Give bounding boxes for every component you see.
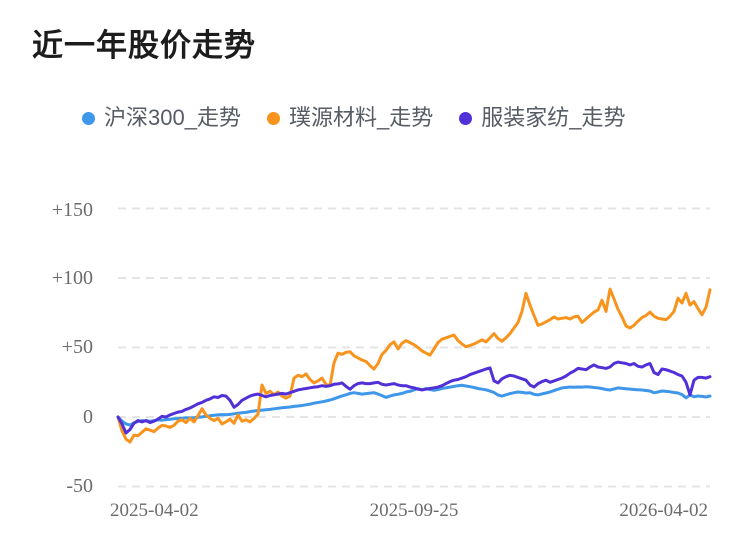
- legend-item-label: 璞源材料_走势: [288, 105, 434, 130]
- legend-item-label: 服装家纺_走势: [481, 105, 626, 130]
- y-axis-tick-label: 0: [83, 406, 93, 428]
- legend-item-puyuan-cailiao[interactable]: 璞源材料_走势: [266, 105, 434, 131]
- y-axis-tick-label: -50: [66, 475, 93, 497]
- x-axis-tick-label: 2025-09-25: [369, 500, 459, 521]
- series-line-璞源材料_走势: [116, 287, 712, 444]
- y-axis-tick-label: +50: [61, 336, 93, 358]
- series-line-服装家纺_走势: [116, 360, 712, 435]
- series-line-沪深300_走势: [116, 383, 712, 427]
- y-axis-tick-label: +150: [51, 199, 93, 221]
- x-axis-tick-label: 2025-04-02: [110, 500, 199, 521]
- page-title: 近一年股价走势: [32, 28, 256, 63]
- legend-dot-icon: [266, 111, 280, 125]
- x-axis-tick-label: 2026-04-02: [619, 500, 708, 521]
- legend-item-hushen300[interactable]: 沪深300_走势: [82, 105, 241, 131]
- legend: 沪深300_走势 璞源材料_走势 服装家纺_走势: [82, 105, 625, 131]
- y-axis-tick-label: +100: [51, 267, 93, 289]
- legend-item-fuzhuang-jiafang[interactable]: 服装家纺_走势: [459, 105, 625, 131]
- legend-dot-icon: [82, 111, 95, 125]
- legend-dot-icon: [459, 111, 473, 125]
- legend-item-label: 沪深300_走势: [104, 105, 241, 130]
